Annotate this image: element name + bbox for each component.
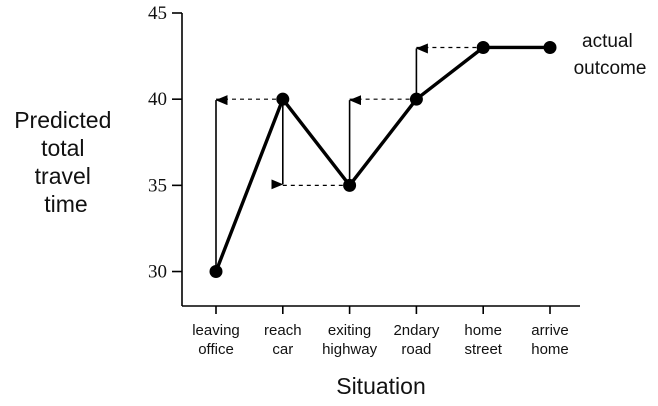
y-ticks: 30 35 40 45 — [148, 3, 182, 283]
y-axis-title-line: Predicted — [14, 107, 111, 133]
data-point — [209, 265, 223, 279]
y-axis-title: Predicted total travel time — [14, 107, 118, 217]
x-tick-label-line: road — [401, 341, 431, 358]
x-tick-label: leaving office — [192, 322, 240, 358]
data-point — [276, 92, 290, 106]
data-point — [343, 178, 357, 192]
axes — [181, 13, 580, 307]
data-point — [543, 40, 557, 54]
actual-outcome-annotation: actual outcome — [574, 31, 647, 79]
change-arrows — [215, 43, 428, 272]
y-tick-label: 30 — [148, 262, 167, 283]
x-tick-label-line: arrive — [531, 322, 569, 339]
x-tick-label: exiting highway — [322, 322, 378, 358]
x-axis-title: Situation — [336, 373, 426, 399]
x-tick-label-line: leaving — [192, 322, 240, 339]
x-tick-label: home street — [464, 322, 502, 358]
y-axis-title-line: time — [44, 191, 87, 217]
y-axis-title-line: total — [41, 135, 84, 161]
x-tick-label-line: highway — [322, 341, 378, 358]
x-tick-label-line: car — [272, 341, 293, 358]
data-point — [409, 92, 423, 106]
data-points — [209, 40, 557, 279]
x-tick-label-line: 2ndary — [393, 322, 439, 339]
series-line — [214, 45, 550, 273]
annotation-line: actual — [582, 31, 633, 52]
y-tick-label: 40 — [148, 89, 167, 110]
x-ticks: leaving office reach car exiting highway 2ndar… — [192, 306, 569, 358]
prediction-line — [214, 45, 550, 273]
x-tick-label: 2ndary road — [393, 322, 439, 358]
y-tick-label: 45 — [148, 3, 167, 24]
x-tick-label: reach car — [264, 322, 302, 358]
x-tick-label-line: office — [198, 341, 234, 358]
y-axis-title-line: travel — [35, 163, 91, 189]
x-tick-label-line: reach — [264, 322, 302, 339]
annotation-line: outcome — [574, 58, 647, 79]
x-tick-label-line: street — [464, 341, 502, 358]
x-tick-label-line: home — [464, 322, 502, 339]
x-tick-label-line: home — [531, 341, 569, 358]
x-tick-label: arrive home — [531, 322, 569, 358]
x-tick-label-line: exiting — [328, 322, 371, 339]
data-point — [476, 40, 490, 54]
y-tick-label: 35 — [148, 175, 167, 196]
